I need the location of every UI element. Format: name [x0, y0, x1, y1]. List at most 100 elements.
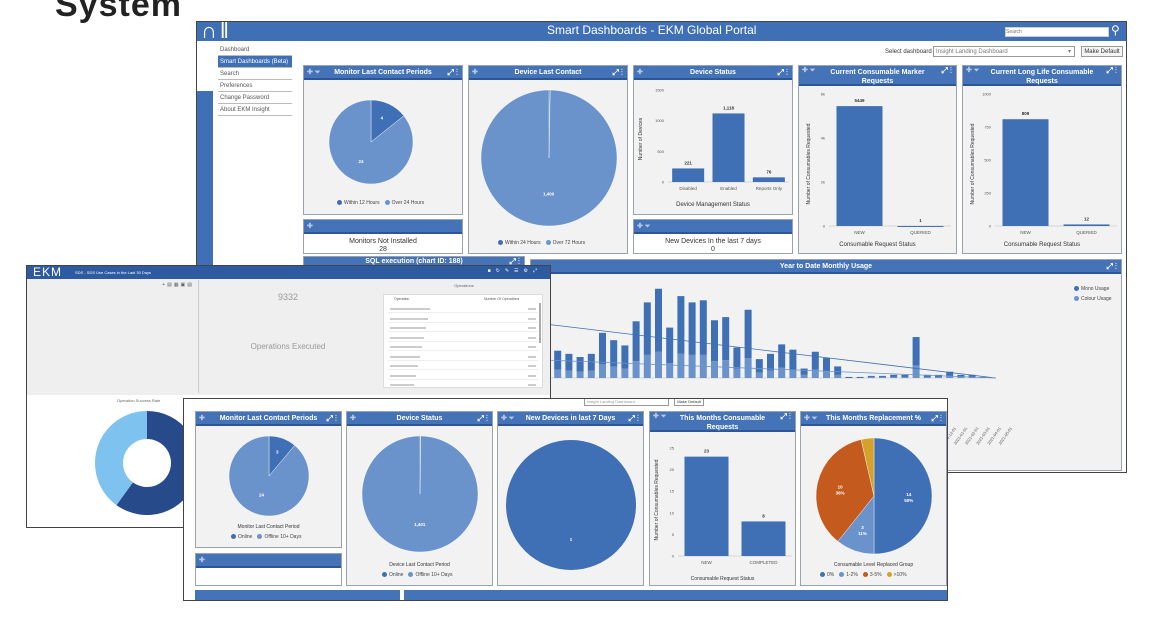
- expand-icon[interactable]: ⤢ ⋮: [1106, 66, 1117, 75]
- drag-icon[interactable]: ✚ ⏷: [307, 69, 321, 76]
- bar: [1002, 119, 1049, 226]
- expand-icon[interactable]: ⤢ ⋮: [931, 414, 942, 423]
- operations-count: 9332: [277, 292, 299, 302]
- panel-title: Device Status: [396, 415, 443, 422]
- x-tick-label: Enabled: [720, 186, 737, 191]
- new-devices-pie: 1: [506, 440, 636, 570]
- column-header: Number Of Operations: [484, 297, 520, 301]
- panel-header: ✚ Monitor Last Contact Periods ⤢ ⋮: [196, 412, 341, 426]
- table-row[interactable]: [388, 353, 538, 361]
- bar: [752, 177, 785, 182]
- menu-search[interactable]: Search: [218, 68, 292, 80]
- bar-mono: [733, 347, 741, 369]
- table-row[interactable]: [388, 362, 538, 370]
- pie-slice: [480, 89, 618, 227]
- panel-header: ✚ Device Last Contact ⤢ ⋮: [469, 66, 627, 80]
- menu-about[interactable]: About EKM Insight: [218, 104, 292, 116]
- bar-colour: [722, 360, 730, 378]
- toolbar-icons[interactable]: ■↻✎☰⚙⤢: [487, 268, 542, 274]
- table-row[interactable]: [388, 334, 538, 342]
- panel-header-strip: [404, 590, 947, 600]
- table-row[interactable]: [388, 315, 538, 323]
- bar-colour: [811, 369, 819, 378]
- make-default-button[interactable]: Make Default: [1081, 46, 1123, 57]
- menu-smart-dashboards[interactable]: Smart Dashboards (Beta): [218, 56, 292, 68]
- expand-icon[interactable]: ⤢ ⋮: [941, 66, 952, 75]
- data-label: 1: [919, 218, 922, 223]
- bar-mono: [879, 375, 886, 377]
- table-row[interactable]: [388, 324, 538, 332]
- widget-title: Operations: [454, 283, 474, 288]
- y-tick-label: 0: [672, 554, 675, 559]
- bar-colour: [767, 370, 774, 378]
- data-label: 221: [684, 160, 692, 165]
- search-icon[interactable]: ⚲: [1111, 23, 1120, 37]
- bar-mono: [912, 337, 920, 366]
- table-row[interactable]: [388, 343, 538, 351]
- data-label: 3: [276, 449, 279, 454]
- bar-colour: [968, 376, 976, 378]
- column-header: Operation: [394, 297, 410, 301]
- make-default-button[interactable]: Make Default: [674, 399, 704, 406]
- panel-header: ✚: [304, 220, 462, 234]
- menu-dashboard[interactable]: Dashboard: [218, 44, 292, 56]
- legend-item: Colour Usage: [1069, 296, 1112, 302]
- y-tick-label: 2k: [821, 180, 825, 185]
- data-label: 10: [838, 484, 844, 489]
- pie-slice: [328, 99, 414, 185]
- bar-colour: [957, 376, 965, 378]
- monitor-pie-chart: 3 24: [228, 435, 310, 517]
- bar-mono: [867, 375, 875, 377]
- bar-mono: [744, 309, 752, 359]
- expand-icon[interactable]: ⤢ ⋮: [326, 414, 337, 423]
- bar-mono: [755, 359, 763, 373]
- data-label: 1,401: [414, 522, 426, 527]
- x-tick-label: NEW: [854, 230, 865, 235]
- expand-icon[interactable]: ⤢ ⋮: [777, 68, 788, 77]
- table-scrollbar[interactable]: [539, 303, 541, 343]
- select-dashboard-dropdown[interactable]: Insight Landing Dashboard ▾: [933, 46, 1075, 57]
- menu-change-password[interactable]: Change Password: [218, 92, 292, 104]
- panel-title: This Months Consumable Requests: [679, 415, 766, 431]
- stat-label: Monitors Not Installed: [349, 238, 417, 245]
- search-input[interactable]: [1005, 27, 1109, 37]
- bar-mono: [901, 374, 909, 377]
- expand-icon[interactable]: ⤢ ⋮: [477, 414, 488, 423]
- widget-toolbar-icons[interactable]: +▤▦▣▤: [162, 282, 194, 288]
- y-tick-label: 20: [670, 467, 675, 472]
- bar-colour: [666, 363, 674, 378]
- bar-mono: [968, 374, 976, 377]
- bar-colour: [711, 361, 718, 378]
- expand-icon[interactable]: ⤢ ⋮: [447, 68, 458, 77]
- pie-slice: [815, 439, 875, 542]
- menu-preferences[interactable]: Preferences: [218, 80, 292, 92]
- y-tick-label: 10: [670, 510, 675, 515]
- x-tick-label: COMPLETED: [749, 560, 778, 565]
- bar-colour: [688, 354, 696, 378]
- panel-monitors-not-installed: ✚ Monitors Not Installed 28: [303, 219, 463, 254]
- chart-subtitle: Monitor Last Contact Period: [237, 524, 300, 530]
- table-row[interactable]: [388, 372, 538, 380]
- y-tick-label: 25: [670, 446, 675, 451]
- panel-empty: ✚: [195, 553, 342, 586]
- expand-icon[interactable]: ⤢ ⋮: [1106, 262, 1117, 271]
- legend-item: Online: [238, 534, 253, 540]
- legend-item: >10%: [893, 572, 907, 578]
- panel-header: Year to Date Monthly Usage ⤢ ⋮: [531, 260, 1121, 274]
- select-dashboard-label: Select dashboard: [885, 49, 932, 55]
- expand-icon[interactable]: ⤢ ⋮: [780, 412, 791, 421]
- bar-colour: [901, 376, 909, 378]
- panel-device-status: ✚ Device Status ⤢ ⋮ 0 500 1000 1500 221 Disable…: [633, 65, 793, 215]
- select-dashboard-dropdown[interactable]: Insight Landing Dashboard: [584, 399, 669, 406]
- data-label: 23: [704, 449, 710, 454]
- panel-replacement-percent: ✚ ⏷ This Months Replacement % ⤢ ⋮ 14 50% 3 11…: [800, 411, 947, 586]
- expand-icon[interactable]: ⤢ ⋮: [612, 68, 623, 77]
- table-row[interactable]: [388, 305, 538, 313]
- expand-icon[interactable]: ⤢ ⋮: [628, 414, 639, 423]
- legend-item: 0%: [827, 572, 835, 578]
- bar: [712, 113, 745, 182]
- y-tick-label: 250: [984, 191, 991, 196]
- table-row[interactable]: [388, 381, 538, 389]
- x-tick-label: Reports Only: [756, 186, 783, 191]
- panel-header: ✚ ⏷ Monitor Last Contact Periods ⤢ ⋮: [304, 66, 462, 80]
